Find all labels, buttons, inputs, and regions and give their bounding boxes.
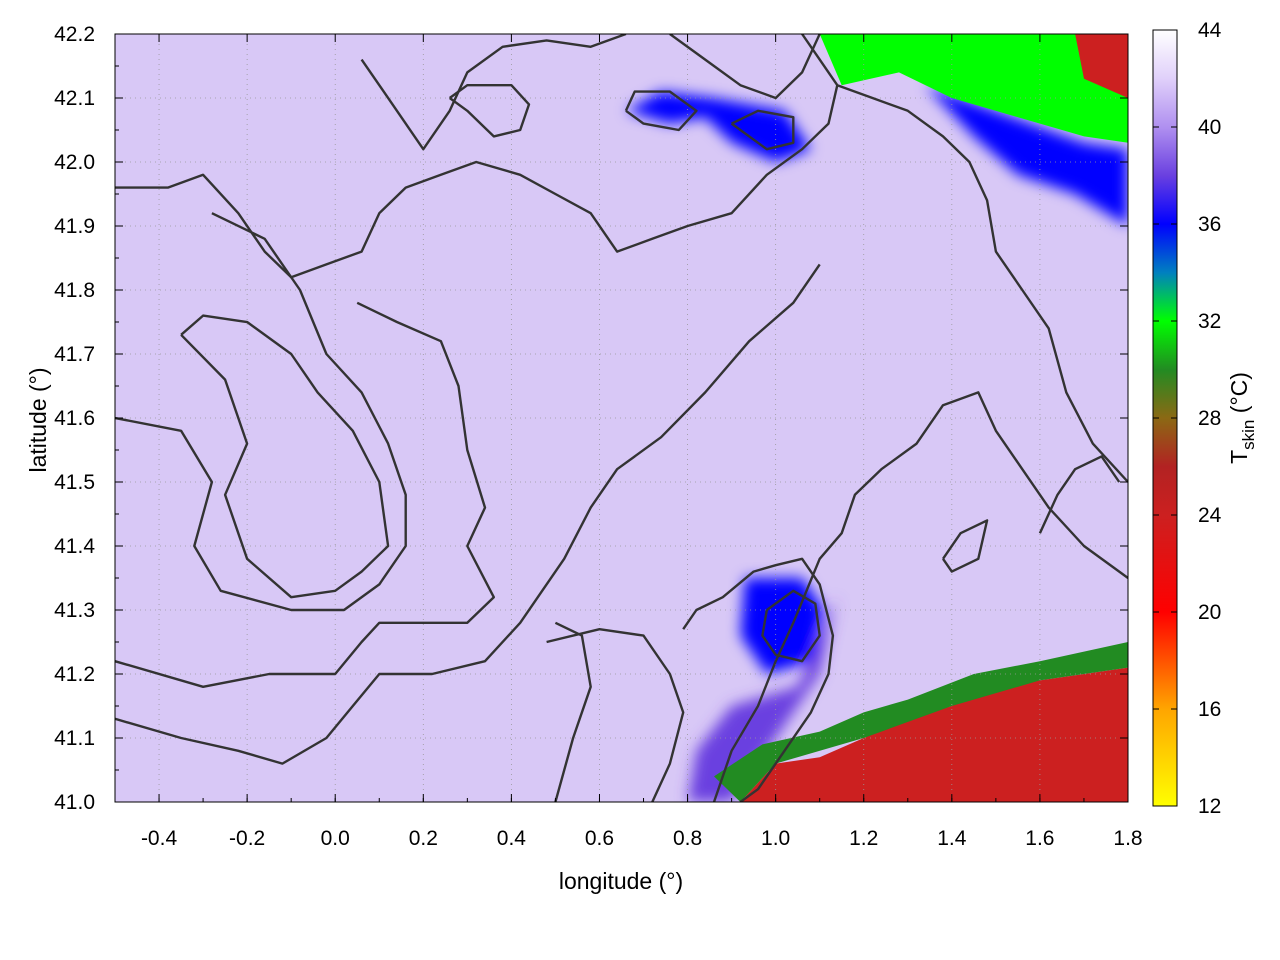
elevation-contours (115, 34, 1128, 802)
x-tick-label: -0.4 (141, 827, 178, 850)
colorbar-tick-label: 20 (1198, 601, 1221, 624)
plot-area (114, 33, 1129, 803)
colorbar-tick-label: 36 (1198, 213, 1221, 236)
contour-line (115, 263, 821, 765)
colorbar: 12 16 20 24 28 32 36 40 44 Tskin (°C) (1152, 19, 1258, 818)
y-tick-label: 41.8 (54, 279, 95, 302)
x-tick-label: 0.0 (321, 827, 350, 850)
contour-line (801, 34, 1128, 483)
contour-line (448, 84, 531, 138)
colorbar-tick-label: 44 (1198, 19, 1222, 42)
contour-line (761, 589, 821, 663)
contour-line (115, 301, 495, 688)
y-tick-label: 41.4 (54, 535, 95, 558)
x-axis-label: longitude (°) (559, 868, 683, 894)
temperature-field (625, 34, 1128, 802)
contour-line (669, 34, 821, 100)
y-tick-label: 41.7 (54, 343, 95, 366)
colorbar-label-sub: skin (1239, 420, 1258, 450)
y-axis: 41.0 41.1 41.2 41.3 41.4 41.5 41.6 41.7 41.8 41.9… (54, 23, 1128, 814)
contour-line (730, 109, 795, 151)
contour-line (712, 391, 1128, 802)
region-northeast-high-peaks (1075, 34, 1128, 98)
region-coastal-vegetation-strip (714, 642, 1128, 802)
colorbar-tick-label: 16 (1198, 698, 1221, 721)
x-tick-label: 1.0 (761, 827, 790, 850)
colorbar-tick-label: 28 (1198, 407, 1221, 430)
contour-line (115, 212, 407, 612)
x-tick-label: 0.6 (585, 827, 614, 850)
y-tick-label: 41.0 (54, 791, 95, 814)
colorbar-tick-label: 24 (1198, 504, 1222, 527)
contour-line (180, 314, 390, 599)
colorbar-label-unit: (°C) (1226, 372, 1252, 420)
x-tick-label: 1.8 (1113, 827, 1142, 850)
contour-line (360, 34, 627, 151)
y-tick-label: 42.0 (54, 151, 95, 174)
contour-line (554, 621, 592, 802)
x-tick-label: 1.6 (1025, 827, 1054, 850)
colorbar-ticks: 12 16 20 24 28 32 36 40 44 (1153, 19, 1222, 818)
x-tick-label: 0.4 (497, 827, 527, 850)
region-northeast-slope (925, 85, 1128, 226)
region-southeast-slope (687, 597, 838, 802)
y-tick-label: 41.3 (54, 599, 95, 622)
y-tick-label: 42.1 (54, 87, 95, 110)
contour-line (682, 557, 835, 802)
y-tick-label: 41.1 (54, 727, 95, 750)
y-tick-label: 41.6 (54, 407, 95, 430)
y-tick-label: 42.2 (54, 23, 95, 46)
contour-line (942, 519, 989, 573)
colorbar-tick-label: 40 (1198, 116, 1221, 139)
x-tick-label: 0.2 (409, 827, 438, 850)
colorbar-tick-label: 12 (1198, 795, 1221, 818)
y-tick-label: 41.9 (54, 215, 95, 238)
colorbar-tick-label: 32 (1198, 310, 1221, 333)
region-northeast-mountains (819, 34, 1128, 143)
contour-line (1038, 455, 1121, 534)
field-shading (625, 85, 1128, 802)
x-tick-label: 0.8 (673, 827, 702, 850)
contour-line (546, 628, 685, 802)
contour-line (624, 90, 698, 132)
x-tick-label: -0.2 (229, 827, 265, 850)
y-tick-label: 41.5 (54, 471, 95, 494)
region-coastal-sea (740, 667, 1128, 802)
x-tick-label: 1.4 (937, 827, 967, 850)
colorbar-label-main: T (1226, 450, 1252, 464)
y-tick-label: 41.2 (54, 663, 95, 686)
x-axis: -0.4 -0.2 0.0 0.2 0.4 0.6 0.8 1.0 1.2 1.4 1.6 1.8 (114, 34, 1143, 850)
contour-line (115, 84, 839, 279)
x-tick-label: 1.2 (849, 827, 878, 850)
region-north-ridge (625, 91, 811, 162)
colorbar-label: Tskin (°C) (1226, 372, 1258, 464)
y-axis-label: latitude (°) (25, 367, 51, 472)
